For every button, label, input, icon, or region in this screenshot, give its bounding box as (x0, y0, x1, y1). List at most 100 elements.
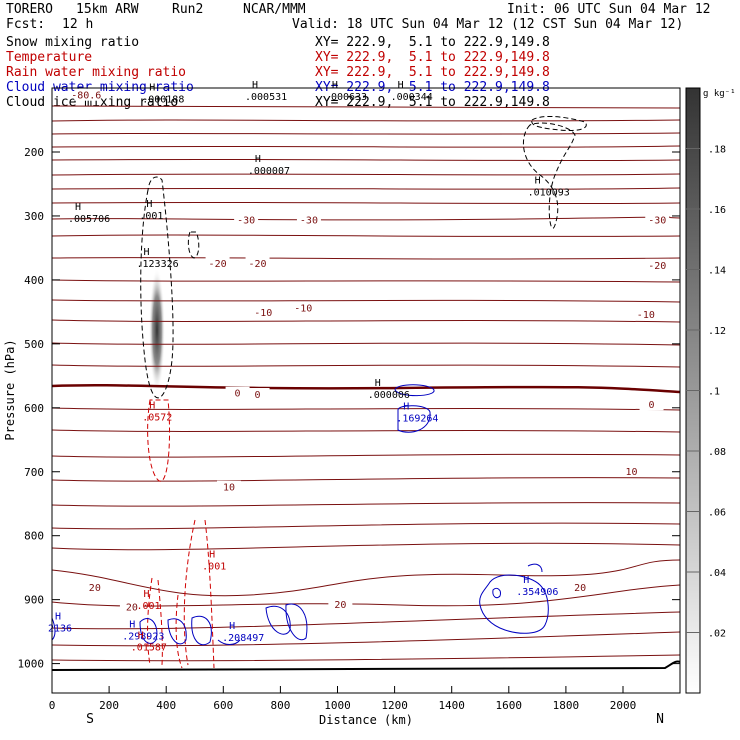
extremum-value: .0572 (142, 412, 172, 423)
temperature-label: -30 (300, 215, 318, 226)
extremum-marker: H (375, 378, 381, 389)
extremum-marker: H (255, 154, 261, 165)
x-tick-label: 200 (99, 699, 119, 712)
init-time: Init: 06 UTC Sun 04 Mar 12 (507, 2, 711, 17)
temperature-label: -30 (648, 215, 666, 226)
field-name-rain: Rain water mixing ratio (6, 65, 187, 80)
field-xy-snow: XY= 222.9, 5.1 to 222.9,149.8 (315, 35, 550, 50)
y-tick-label: 1000 (18, 658, 45, 671)
temperature-label: -20 (209, 259, 227, 270)
colorbar-tick-label: .04 (708, 568, 726, 579)
y-tick-label: 200 (24, 146, 44, 159)
temperature-contours (51, 105, 681, 662)
temperature-label: 10 (626, 467, 638, 478)
extremum-value: .000633 (325, 92, 367, 103)
extremum-marker: H (398, 80, 404, 91)
cloud-water-contours (51, 384, 549, 646)
x-tick-label: 0 (49, 699, 56, 712)
extremum-value: .01587 (131, 643, 167, 654)
temperature-label: 0 (235, 389, 241, 400)
extremum-value: .354906 (516, 587, 558, 598)
temp-label-mask (245, 256, 270, 269)
center-label: NCAR/MMM (243, 2, 306, 17)
extremum-marker: H (143, 589, 149, 600)
temp-label-mask (296, 213, 321, 226)
extremum-marker: H (55, 611, 61, 622)
extremum-value: .000007 (248, 166, 290, 177)
north-label: N (656, 712, 664, 727)
x-tick-label: 800 (270, 699, 290, 712)
extremum-value: .298923 (122, 632, 164, 643)
temperature-label: -20 (249, 259, 267, 270)
colorbar-tick-label: .18 (708, 145, 726, 156)
plot-frame (51, 87, 681, 694)
snow-shading-core (149, 268, 165, 392)
y-tick-label: 700 (24, 466, 44, 479)
temperature-label: -80.6 (71, 91, 101, 102)
extremum-value: .123326 (137, 259, 179, 270)
temp-label-mask (645, 213, 670, 226)
temp-label-mask (217, 480, 242, 493)
x-tick-label: 2000 (610, 699, 637, 712)
extremum-marker: H (143, 247, 149, 258)
extremum-value: .001 (139, 211, 163, 222)
colorbar-unit: g kg⁻¹ (703, 89, 736, 99)
field-xy-cloud-ice: XY= 222.9, 5.1 to 222.9,149.8 (315, 95, 550, 110)
extremum-marker: H (138, 631, 144, 642)
south-label: S (86, 712, 94, 727)
extremum-value: .169264 (396, 414, 438, 425)
temperature-label: -10 (294, 304, 312, 315)
temperature-label: 10 (223, 483, 235, 494)
extremum-value: 2136 (48, 623, 72, 634)
x-axis-title: Distance (km) (319, 713, 413, 727)
temp-label-mask (568, 581, 593, 594)
valid-time: Valid: 18 UTC Sun 04 Mar 12 (12 CST Sun … (292, 17, 684, 32)
temp-label-mask (205, 256, 230, 269)
temp-label-mask (291, 301, 316, 314)
temp-label-mask (639, 398, 664, 411)
extremum-value: .001 (202, 561, 226, 572)
rain-contours (147, 399, 215, 669)
extremum-value: .010093 (528, 187, 570, 198)
resolution: 15km ARW (76, 2, 139, 17)
temperature-label: 20 (574, 583, 586, 594)
y-tick-label: 600 (24, 402, 44, 415)
x-tick-label: 1400 (438, 699, 465, 712)
extremum-value: .005706 (68, 214, 110, 225)
ground-line (51, 660, 681, 671)
temp-label-mask (328, 597, 353, 610)
temperature-label: 20 (334, 600, 346, 611)
colorbar-tick-label: .12 (708, 326, 726, 337)
extremum-marker: H (149, 400, 155, 411)
x-tick-label: 1800 (553, 699, 580, 712)
temp-label-mask (645, 258, 670, 271)
temperature-label: -10 (637, 310, 655, 321)
extremum-marker: H (209, 549, 215, 560)
temperature-label: -10 (254, 308, 272, 319)
colorbar-tick-label: .06 (708, 508, 726, 519)
temp-label-mask (234, 213, 259, 226)
temp-label-mask (251, 306, 276, 319)
extremum-value: .208497 (222, 633, 264, 644)
extremum-marker: H (332, 80, 338, 91)
extremum-marker: H (129, 620, 135, 631)
extremum-value: .000531 (245, 92, 287, 103)
temperature-label: -30 (237, 215, 255, 226)
temp-label-mask (119, 600, 144, 613)
temperature-label: 0 (649, 400, 655, 411)
y-tick-label: 300 (24, 210, 44, 223)
colorbar-tick-label: .14 (708, 266, 726, 277)
extremum-value: .000006 (368, 390, 410, 401)
temperature-label: 20 (126, 602, 138, 613)
extremum-marker: H (146, 199, 152, 210)
field-name-snow: Snow mixing ratio (6, 35, 140, 50)
extremum-marker: H (229, 621, 235, 632)
field-xy-temperature: XY= 222.9, 5.1 to 222.9,149.8 (315, 50, 550, 65)
ice-snow-contours (140, 116, 587, 399)
forecast-label: Fcst: (6, 17, 46, 32)
temp-label-mask (225, 386, 250, 399)
extremum-marker: H (252, 80, 258, 91)
model-name: TORERO (6, 2, 53, 17)
y-tick-label: 800 (24, 530, 44, 543)
